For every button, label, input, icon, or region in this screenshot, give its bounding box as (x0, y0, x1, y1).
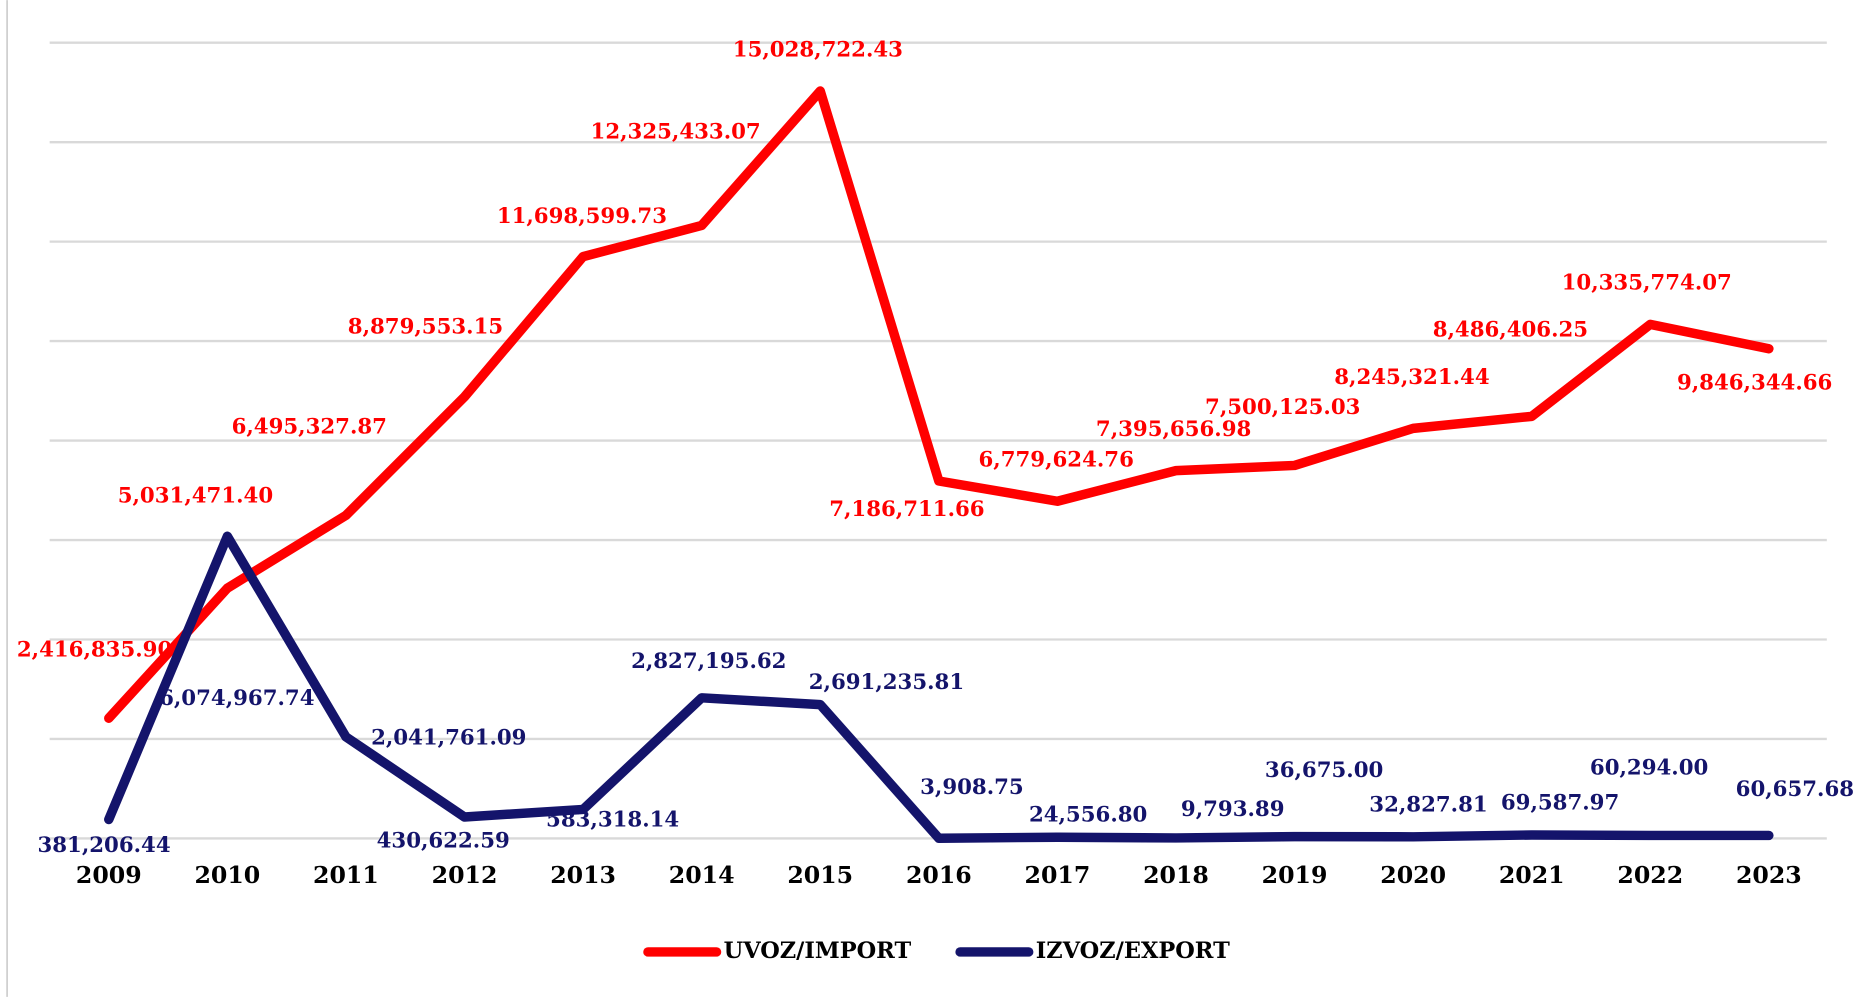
data-label: 7,186,711.66 (829, 497, 984, 522)
data-label: 8,486,406.25 (1433, 318, 1588, 343)
data-label: 2,691,235.81 (809, 670, 964, 695)
data-label: 36,675.00 (1265, 758, 1383, 783)
x-tick-label: 2018 (1143, 861, 1209, 889)
data-label: 60,294.00 (1590, 756, 1708, 781)
data-label: 430,622.59 (377, 828, 510, 853)
data-label: 9,846,344.66 (1677, 371, 1832, 396)
data-label: 12,325,433.07 (591, 120, 761, 145)
data-label: 2,827,195.62 (631, 649, 786, 674)
data-label: 2,041,761.09 (371, 726, 526, 751)
data-label: 10,335,774.07 (1562, 271, 1732, 296)
x-tick-label: 2021 (1499, 861, 1565, 889)
x-tick-label: 2009 (76, 861, 142, 889)
legend-label: IZVOZ/EXPORT (1036, 938, 1230, 964)
data-label: 8,245,321.44 (1334, 365, 1489, 390)
data-label: 11,698,599.73 (497, 204, 667, 229)
x-tick-label: 2010 (194, 861, 260, 889)
data-label: 381,206.44 (37, 833, 170, 858)
data-label: 2,416,835.90 (17, 637, 172, 662)
series-line (104, 86, 1774, 723)
data-label: 7,500,125.03 (1205, 395, 1360, 420)
data-label: 5,031,471.40 (118, 484, 273, 509)
x-tick-label: 2015 (787, 861, 853, 889)
x-tick-label: 2016 (906, 861, 972, 889)
data-label: 7,395,656.98 (1096, 417, 1251, 442)
data-label: 15,028,722.43 (733, 37, 903, 62)
data-label: 6,074,967.74 (159, 686, 314, 711)
data-label: 3,908.75 (920, 775, 1024, 800)
data-label: 8,879,553.15 (348, 315, 503, 340)
data-label: 24,556.80 (1029, 802, 1147, 827)
x-tick-label: 2022 (1617, 861, 1683, 889)
series-line (104, 531, 1774, 843)
x-tick-label: 2012 (432, 861, 498, 889)
data-label: 60,657.68 (1736, 777, 1854, 802)
data-label: 9,793.89 (1181, 797, 1285, 822)
x-tick-label: 2019 (1262, 861, 1328, 889)
x-tick-label: 2023 (1736, 861, 1802, 889)
data-label: 6,779,624.76 (979, 448, 1134, 473)
data-label: 32,827.81 (1369, 793, 1487, 818)
x-tick-label: 2011 (313, 861, 379, 889)
x-tick-label: 2013 (550, 861, 616, 889)
x-tick-label: 2014 (669, 861, 735, 889)
data-label: 6,495,327.87 (232, 414, 387, 439)
data-label: 583,318.14 (546, 808, 679, 833)
x-tick-label: 2020 (1380, 861, 1446, 889)
x-tick-label: 2017 (1025, 861, 1091, 889)
data-label: 69,587.97 (1501, 791, 1619, 816)
legend-label: UVOZ/IMPORT (724, 938, 912, 964)
